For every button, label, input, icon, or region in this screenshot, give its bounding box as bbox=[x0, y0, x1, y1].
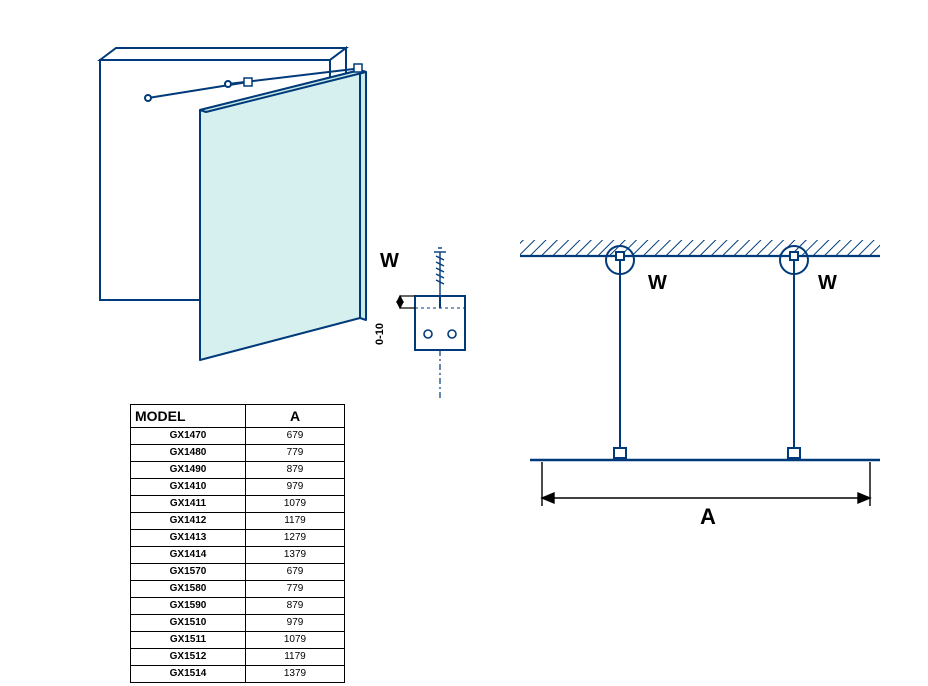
table-row: GX15141379 bbox=[131, 666, 345, 683]
table-row: GX15121179 bbox=[131, 649, 345, 666]
cell-model: GX1412 bbox=[131, 513, 246, 530]
cell-model: GX1511 bbox=[131, 632, 246, 649]
table-row: GX15111079 bbox=[131, 632, 345, 649]
label-w-right: W bbox=[818, 272, 837, 295]
cell-a: 1179 bbox=[246, 513, 345, 530]
cell-model: GX1410 bbox=[131, 479, 246, 496]
label-a-dimension: A bbox=[700, 504, 716, 530]
cell-model: GX1470 bbox=[131, 428, 246, 445]
table-row: GX14131279 bbox=[131, 530, 345, 547]
cell-model: GX1580 bbox=[131, 581, 246, 598]
table-row: GX14141379 bbox=[131, 547, 345, 564]
cell-a: 1379 bbox=[246, 666, 345, 683]
cell-a: 1379 bbox=[246, 547, 345, 564]
table-row: GX1410979 bbox=[131, 479, 345, 496]
cell-a: 1279 bbox=[246, 530, 345, 547]
table-row: GX1510979 bbox=[131, 615, 345, 632]
cell-a: 1079 bbox=[246, 632, 345, 649]
table-row: GX1590879 bbox=[131, 598, 345, 615]
label-w-detail: W bbox=[380, 250, 399, 273]
cell-model: GX1512 bbox=[131, 649, 246, 666]
cell-model: GX1411 bbox=[131, 496, 246, 513]
cell-model: GX1490 bbox=[131, 462, 246, 479]
cell-a: 679 bbox=[246, 564, 345, 581]
cell-model: GX1414 bbox=[131, 547, 246, 564]
cell-a: 679 bbox=[246, 428, 345, 445]
table-row: GX1580779 bbox=[131, 581, 345, 598]
table-row: GX1490879 bbox=[131, 462, 345, 479]
cell-a: 1179 bbox=[246, 649, 345, 666]
cell-model: GX1590 bbox=[131, 598, 246, 615]
cell-a: 979 bbox=[246, 479, 345, 496]
label-gap-0-10: 0-10 bbox=[374, 323, 386, 345]
table-row: GX1570679 bbox=[131, 564, 345, 581]
cell-a: 879 bbox=[246, 462, 345, 479]
cell-model: GX1413 bbox=[131, 530, 246, 547]
cell-a: 779 bbox=[246, 581, 345, 598]
table-header-model: MODEL bbox=[131, 405, 246, 428]
cell-a: 979 bbox=[246, 615, 345, 632]
label-w-left: W bbox=[648, 272, 667, 295]
table-header-a: A bbox=[246, 405, 345, 428]
cell-model: GX1570 bbox=[131, 564, 246, 581]
cell-a: 1079 bbox=[246, 496, 345, 513]
cell-model: GX1510 bbox=[131, 615, 246, 632]
model-table: MODEL A GX1470679GX1480779GX1490879GX141… bbox=[130, 404, 345, 683]
table-row: GX1470679 bbox=[131, 428, 345, 445]
cell-model: GX1480 bbox=[131, 445, 246, 462]
table-row: GX1480779 bbox=[131, 445, 345, 462]
table-row: GX14121179 bbox=[131, 513, 345, 530]
cell-a: 879 bbox=[246, 598, 345, 615]
table-row: GX14111079 bbox=[131, 496, 345, 513]
cell-model: GX1514 bbox=[131, 666, 246, 683]
cell-a: 779 bbox=[246, 445, 345, 462]
diagram-canvas: W 0-10 bbox=[0, 0, 928, 686]
